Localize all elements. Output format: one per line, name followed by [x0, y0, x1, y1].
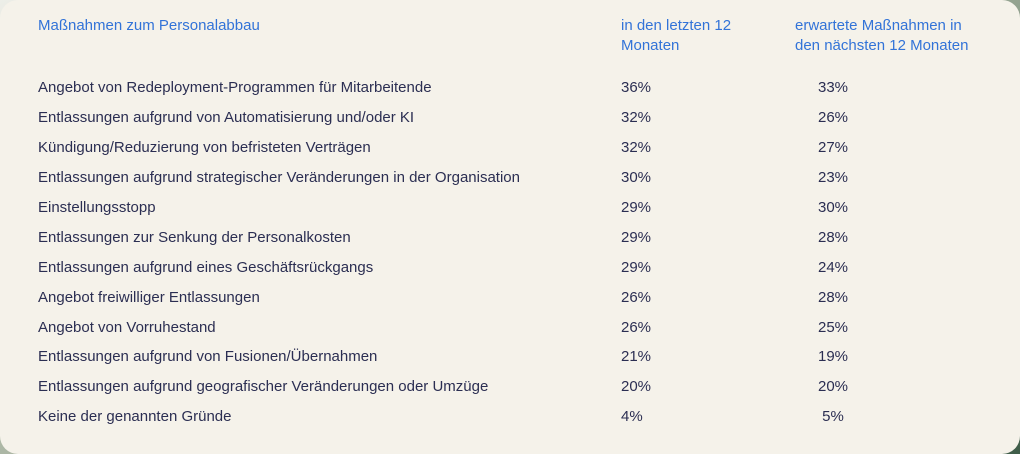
value-last-12-months: 32%	[621, 109, 652, 127]
column-header-next-12-months: erwartete Maßnahmen in den nächsten 12 M…	[795, 17, 969, 54]
row-label: Angebot von Vorruhestand	[38, 318, 216, 336]
value-last-12-months: 26%	[621, 288, 652, 306]
value-last-12-months: 20%	[621, 378, 652, 396]
value-next-12-months: 24%	[817, 258, 849, 276]
row-label: Entlassungen aufgrund von Automatisierun…	[38, 109, 415, 127]
row-label: Entlassungen aufgrund eines Geschäftsrüc…	[38, 258, 374, 276]
value-last-12-months: 30%	[621, 169, 652, 187]
value-next-12-months: 26%	[817, 109, 849, 127]
value-next-12-months: 19%	[817, 348, 849, 366]
row-label: Keine der genannten Gründe	[38, 408, 232, 426]
value-last-12-months: 4%	[621, 408, 643, 426]
row-label: Entlassungen zur Senkung der Personalkos…	[38, 228, 351, 246]
table-row: Keine der genannten Gründe 4% 5%	[38, 402, 985, 432]
value-last-12-months: 29%	[621, 228, 652, 246]
row-label: Einstellungsstopp	[38, 199, 156, 216]
table-row: Kündigung/Reduzierung von befristeten Ve…	[38, 133, 985, 163]
table-row: Entlassungen aufgrund strategischer Verä…	[38, 163, 985, 193]
value-last-12-months: 26%	[621, 318, 652, 336]
value-next-12-months: 25%	[817, 318, 849, 336]
row-label: Angebot von Redeployment-Programmen für …	[38, 79, 432, 97]
value-next-12-months: 30%	[817, 199, 849, 216]
table-header-row: Maßnahmen zum Personalabbau in den letzt…	[38, 14, 985, 73]
table-row: Entlassungen aufgrund von Fusionen/Übern…	[38, 342, 985, 372]
table-row: Entlassungen aufgrund geografischer Verä…	[38, 372, 985, 402]
value-next-12-months: 23%	[817, 169, 849, 187]
table-row: Einstellungsstopp 29% 30%	[38, 193, 985, 223]
value-next-12-months: 27%	[817, 139, 849, 157]
value-next-12-months: 20%	[817, 378, 849, 396]
row-label: Angebot freiwilliger Entlassungen	[38, 288, 260, 306]
value-next-12-months: 33%	[817, 79, 849, 97]
table-row: Entlassungen aufgrund eines Geschäftsrüc…	[38, 252, 985, 282]
value-next-12-months: 28%	[817, 288, 849, 306]
table-title: Maßnahmen zum Personalabbau	[38, 17, 260, 34]
table-row: Angebot von Redeployment-Programmen für …	[38, 73, 985, 103]
table-row: Entlassungen aufgrund von Automatisierun…	[38, 103, 985, 133]
value-last-12-months: 32%	[621, 139, 652, 157]
table-body: Angebot von Redeployment-Programmen für …	[38, 73, 985, 432]
value-next-12-months: 28%	[817, 228, 849, 246]
row-label: Entlassungen aufgrund geografischer Verä…	[38, 378, 489, 396]
value-last-12-months: 36%	[621, 79, 652, 97]
row-label: Entlassungen aufgrund strategischer Verä…	[38, 169, 520, 187]
value-last-12-months: 21%	[621, 348, 652, 366]
table-row: Angebot freiwilliger Entlassungen 26% 28…	[38, 282, 985, 312]
column-header-last-12-months: in den letzten 12 Monaten	[621, 17, 732, 54]
value-last-12-months: 29%	[621, 199, 652, 216]
table-row: Entlassungen zur Senkung der Personalkos…	[38, 222, 985, 252]
table-row: Angebot von Vorruhestand 26% 25%	[38, 312, 985, 342]
value-next-12-months: 5%	[822, 408, 844, 426]
value-last-12-months: 29%	[621, 258, 652, 276]
row-label: Kündigung/Reduzierung von befristeten Ve…	[38, 139, 371, 157]
row-label: Entlassungen aufgrund von Fusionen/Übern…	[38, 348, 378, 366]
